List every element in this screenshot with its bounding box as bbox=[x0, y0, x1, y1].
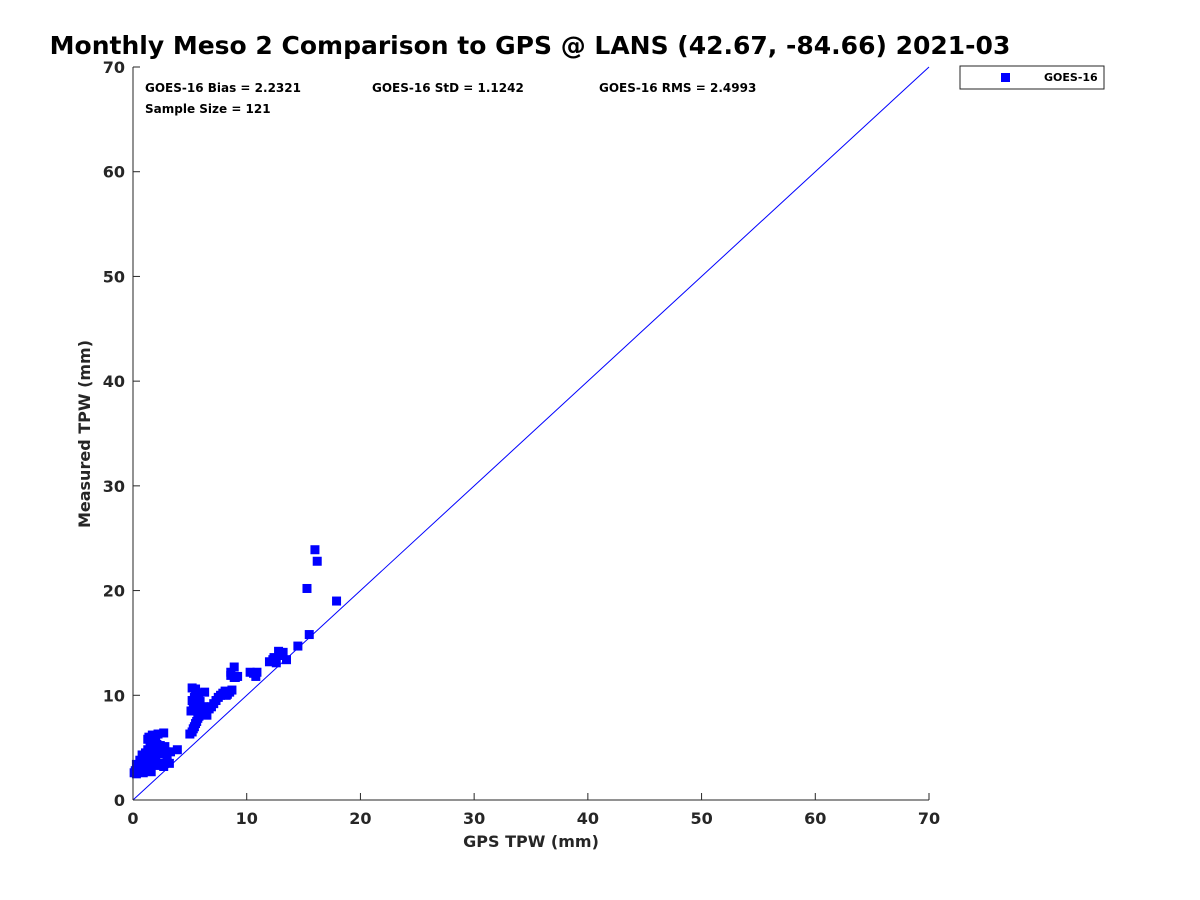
data-point bbox=[229, 662, 239, 672]
y-ticks: 0 10 20 30 40 50 60 70 bbox=[103, 58, 140, 810]
x-tick-label: 40 bbox=[577, 809, 599, 828]
stat-std: GOES-16 StD = 1.1242 bbox=[372, 81, 524, 95]
x-tick-label: 0 bbox=[127, 809, 138, 828]
stats-annotations: GOES-16 Bias = 2.2321 GOES-16 StD = 1.12… bbox=[145, 81, 756, 116]
data-point bbox=[200, 687, 210, 697]
data-point bbox=[155, 741, 165, 751]
y-axis-label: Measured TPW (mm) bbox=[75, 340, 94, 528]
axes bbox=[132, 67, 929, 801]
y-tick-label: 30 bbox=[103, 477, 125, 496]
data-point bbox=[302, 583, 312, 593]
data-point bbox=[162, 750, 172, 760]
x-tick-label: 70 bbox=[918, 809, 940, 828]
x-tick-label: 50 bbox=[690, 809, 712, 828]
legend-label: GOES-16 bbox=[1044, 71, 1098, 84]
one-to-one-line bbox=[132, 66, 930, 801]
data-point bbox=[293, 641, 303, 651]
data-point bbox=[150, 743, 160, 753]
data-point bbox=[282, 655, 292, 665]
data-point bbox=[146, 767, 156, 777]
y-tick-label: 60 bbox=[103, 163, 125, 182]
x-tick-label: 20 bbox=[349, 809, 371, 828]
data-point bbox=[159, 728, 169, 738]
data-point bbox=[304, 630, 314, 640]
data-point bbox=[143, 734, 153, 744]
data-point bbox=[195, 697, 205, 707]
data-point bbox=[202, 710, 212, 720]
stat-rms: GOES-16 RMS = 2.4993 bbox=[599, 81, 756, 95]
stat-sample-size: Sample Size = 121 bbox=[145, 102, 271, 116]
y-tick-label: 50 bbox=[103, 267, 125, 286]
stat-bias: GOES-16 Bias = 2.2321 bbox=[145, 81, 301, 95]
reference-line-layer bbox=[132, 66, 930, 801]
data-point bbox=[144, 753, 154, 763]
data-points bbox=[129, 545, 342, 779]
data-point bbox=[310, 545, 320, 555]
data-point bbox=[151, 751, 161, 761]
data-point bbox=[164, 758, 174, 768]
data-point bbox=[312, 556, 322, 566]
data-point bbox=[172, 745, 182, 755]
data-point bbox=[278, 647, 288, 657]
y-tick-label: 40 bbox=[103, 372, 125, 391]
legend: GOES-16 bbox=[959, 65, 1105, 90]
data-point bbox=[251, 671, 261, 681]
y-tick-label: 20 bbox=[103, 582, 125, 601]
legend-marker bbox=[1001, 73, 1010, 82]
data-point bbox=[332, 596, 342, 606]
x-tick-label: 10 bbox=[236, 809, 258, 828]
data-point bbox=[227, 685, 237, 695]
x-axis-label: GPS TPW (mm) bbox=[463, 832, 599, 851]
x-tick-label: 60 bbox=[804, 809, 826, 828]
x-tick-label: 30 bbox=[463, 809, 485, 828]
data-point bbox=[221, 690, 231, 700]
y-tick-label: 70 bbox=[103, 58, 125, 77]
data-point bbox=[153, 729, 163, 739]
y-tick-label: 0 bbox=[114, 791, 125, 810]
data-point bbox=[191, 684, 201, 694]
data-point bbox=[271, 658, 281, 668]
data-point bbox=[226, 670, 236, 680]
plot-area: 0 10 20 30 40 50 60 70 0 10 20 30 40 50 60 70 bbox=[103, 58, 940, 828]
x-ticks: 0 10 20 30 40 50 60 70 bbox=[127, 793, 940, 828]
data-point bbox=[269, 653, 279, 663]
data-point bbox=[160, 742, 170, 752]
chart-title: Monthly Meso 2 Comparison to GPS @ LANS … bbox=[50, 31, 1011, 60]
legend-box bbox=[959, 65, 1105, 90]
data-point bbox=[201, 702, 211, 712]
y-tick-label: 10 bbox=[103, 686, 125, 705]
data-point bbox=[233, 671, 243, 681]
